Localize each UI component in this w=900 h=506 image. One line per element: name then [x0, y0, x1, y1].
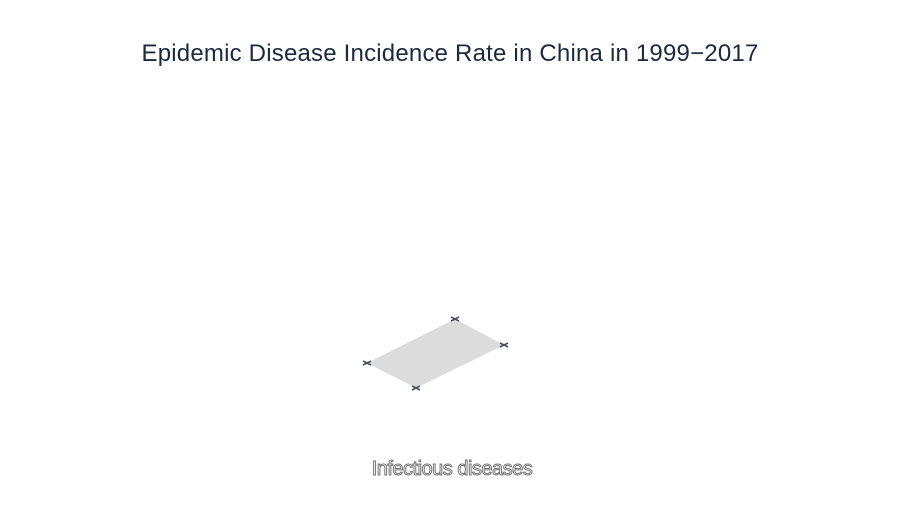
cross-marker-icon: [362, 360, 372, 366]
cross-marker-icon: [450, 316, 460, 322]
corner-markers: [362, 316, 509, 391]
plane-surface: [367, 319, 504, 388]
cross-marker-icon: [411, 385, 421, 391]
cross-marker-icon: [499, 342, 509, 348]
slide-title: Epidemic Disease Incidence Rate in China…: [141, 40, 759, 67]
caption-subtitle: Infectious diseases: [371, 458, 533, 481]
